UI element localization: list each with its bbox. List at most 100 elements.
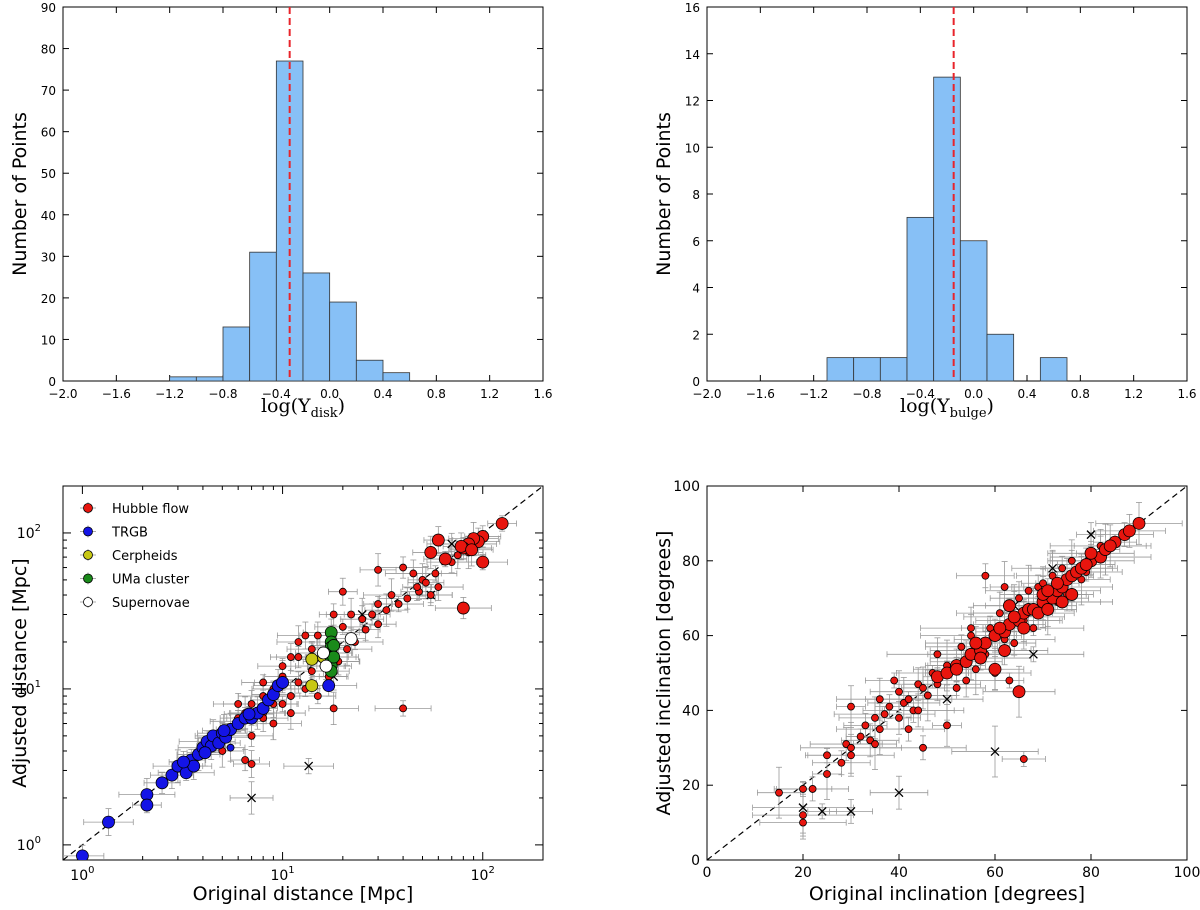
x-axis-label-sub: disk: [311, 406, 338, 421]
x-tick-label: 0.4: [373, 387, 392, 401]
data-point: [338, 587, 347, 596]
cross-marker: [1048, 563, 1058, 573]
data-point: [895, 713, 903, 722]
cross-marker: [447, 539, 457, 549]
data-point: [313, 631, 322, 640]
data-point: [923, 691, 932, 700]
data-point: [374, 565, 382, 574]
histogram-bar: [222, 326, 251, 382]
y-tick-label: 40: [41, 209, 56, 223]
data-point: [102, 815, 115, 829]
y-tick-label: 0: [691, 853, 700, 869]
cross-marker: [798, 803, 808, 813]
data-point: [226, 743, 235, 752]
data-point: [1067, 556, 1076, 565]
x-tick-label: 100: [1174, 865, 1200, 881]
data-point: [259, 678, 268, 687]
y-tick-label: 14: [685, 48, 700, 62]
x-tick-label: −2.0: [48, 387, 77, 401]
plot-frame: [706, 485, 1188, 861]
histogram-bar: [986, 333, 1015, 382]
error-bars: [63, 515, 517, 860]
data-point: [904, 725, 913, 733]
x-tick-label: −1.2: [799, 387, 828, 401]
x-ticks: −2.0 −1.6 −1.2 −0.8 −0.4 0.0 0.4 0.8 1.2 1.6: [692, 7, 1197, 401]
y-tick-label: 80: [41, 43, 56, 57]
scatter-points: [63, 486, 543, 860]
data-point: [247, 700, 256, 708]
data-point: [890, 676, 899, 685]
data-point: [368, 610, 376, 619]
cross-marker: [942, 694, 952, 704]
data-point: [294, 638, 303, 646]
cross-marker: [304, 761, 314, 771]
x-axis-label-sub: bulge: [950, 406, 987, 421]
x-tick-label: 1.6: [533, 387, 552, 401]
data-point: [347, 610, 356, 619]
y-tick-label: 6: [692, 235, 700, 249]
histogram-bar: [195, 376, 224, 382]
data-point: [327, 639, 341, 652]
data-point: [799, 785, 807, 793]
y-tick-label: 40: [682, 703, 700, 719]
cross-marker: [990, 747, 1000, 756]
legend-marker: [83, 550, 93, 560]
data-point: [278, 662, 287, 671]
data-point: [808, 785, 817, 793]
x-tick-label: −2.0: [692, 387, 721, 401]
data-point: [305, 679, 319, 693]
data-point: [880, 710, 889, 719]
data-point: [382, 606, 391, 615]
data-point: [476, 555, 490, 569]
histogram-bar: [355, 359, 384, 382]
y-tick-label: 70: [41, 84, 56, 98]
data-point: [933, 650, 942, 659]
data-point: [76, 849, 89, 860]
x-tick-label: 40: [890, 865, 908, 881]
data-point: [374, 620, 382, 629]
data-point: [140, 798, 154, 812]
data-point: [1019, 755, 1028, 763]
legend-label: Cerpheids: [112, 549, 178, 564]
cross-marker: [846, 806, 856, 816]
y-tick-label: 10: [685, 141, 700, 155]
histogram-bar: [853, 357, 881, 382]
y-tick-exponent: 2: [35, 523, 41, 534]
data-point: [919, 684, 927, 692]
y-tick-label: 0: [48, 375, 56, 389]
x-axis-label: log(Υdisk): [261, 395, 345, 421]
x-axis-label-main: log(Υ: [900, 395, 950, 417]
data-point: [1103, 539, 1117, 553]
data-point: [438, 552, 452, 566]
histogram-bar: [169, 376, 197, 382]
data-point: [338, 622, 347, 631]
histogram-bar: [249, 251, 277, 382]
data-point: [1065, 588, 1079, 601]
data-point: [403, 594, 412, 603]
histogram-bar: [302, 272, 331, 382]
data-point: [1029, 624, 1038, 633]
data-point: [847, 751, 855, 760]
y-tick-label: 90: [41, 1, 56, 15]
x-tick-label: −1.2: [155, 387, 184, 401]
data-point: [1058, 564, 1067, 573]
data-point: [988, 662, 1002, 676]
x-axis-label-close: ): [338, 395, 345, 417]
x-tick-label: 0: [703, 865, 712, 881]
y-axis-label: Adjusted inclination [degrees]: [653, 531, 675, 816]
data-point: [974, 651, 987, 665]
cross-marker: [894, 788, 904, 798]
data-point: [847, 743, 855, 752]
legend-marker: [83, 503, 93, 513]
data-point: [307, 645, 316, 654]
data-point: [421, 578, 430, 587]
legend-marker: [83, 597, 93, 607]
data-point: [465, 543, 479, 557]
legend-label: Supernovae: [112, 596, 190, 611]
data-point: [950, 662, 963, 676]
x-ticks: −2.0 −1.6 −1.2 −0.8 −0.4 0.0 0.4 0.8 1.2 1.6: [48, 7, 553, 401]
data-point: [875, 725, 884, 733]
data-point: [871, 740, 879, 748]
data-point: [234, 700, 243, 708]
